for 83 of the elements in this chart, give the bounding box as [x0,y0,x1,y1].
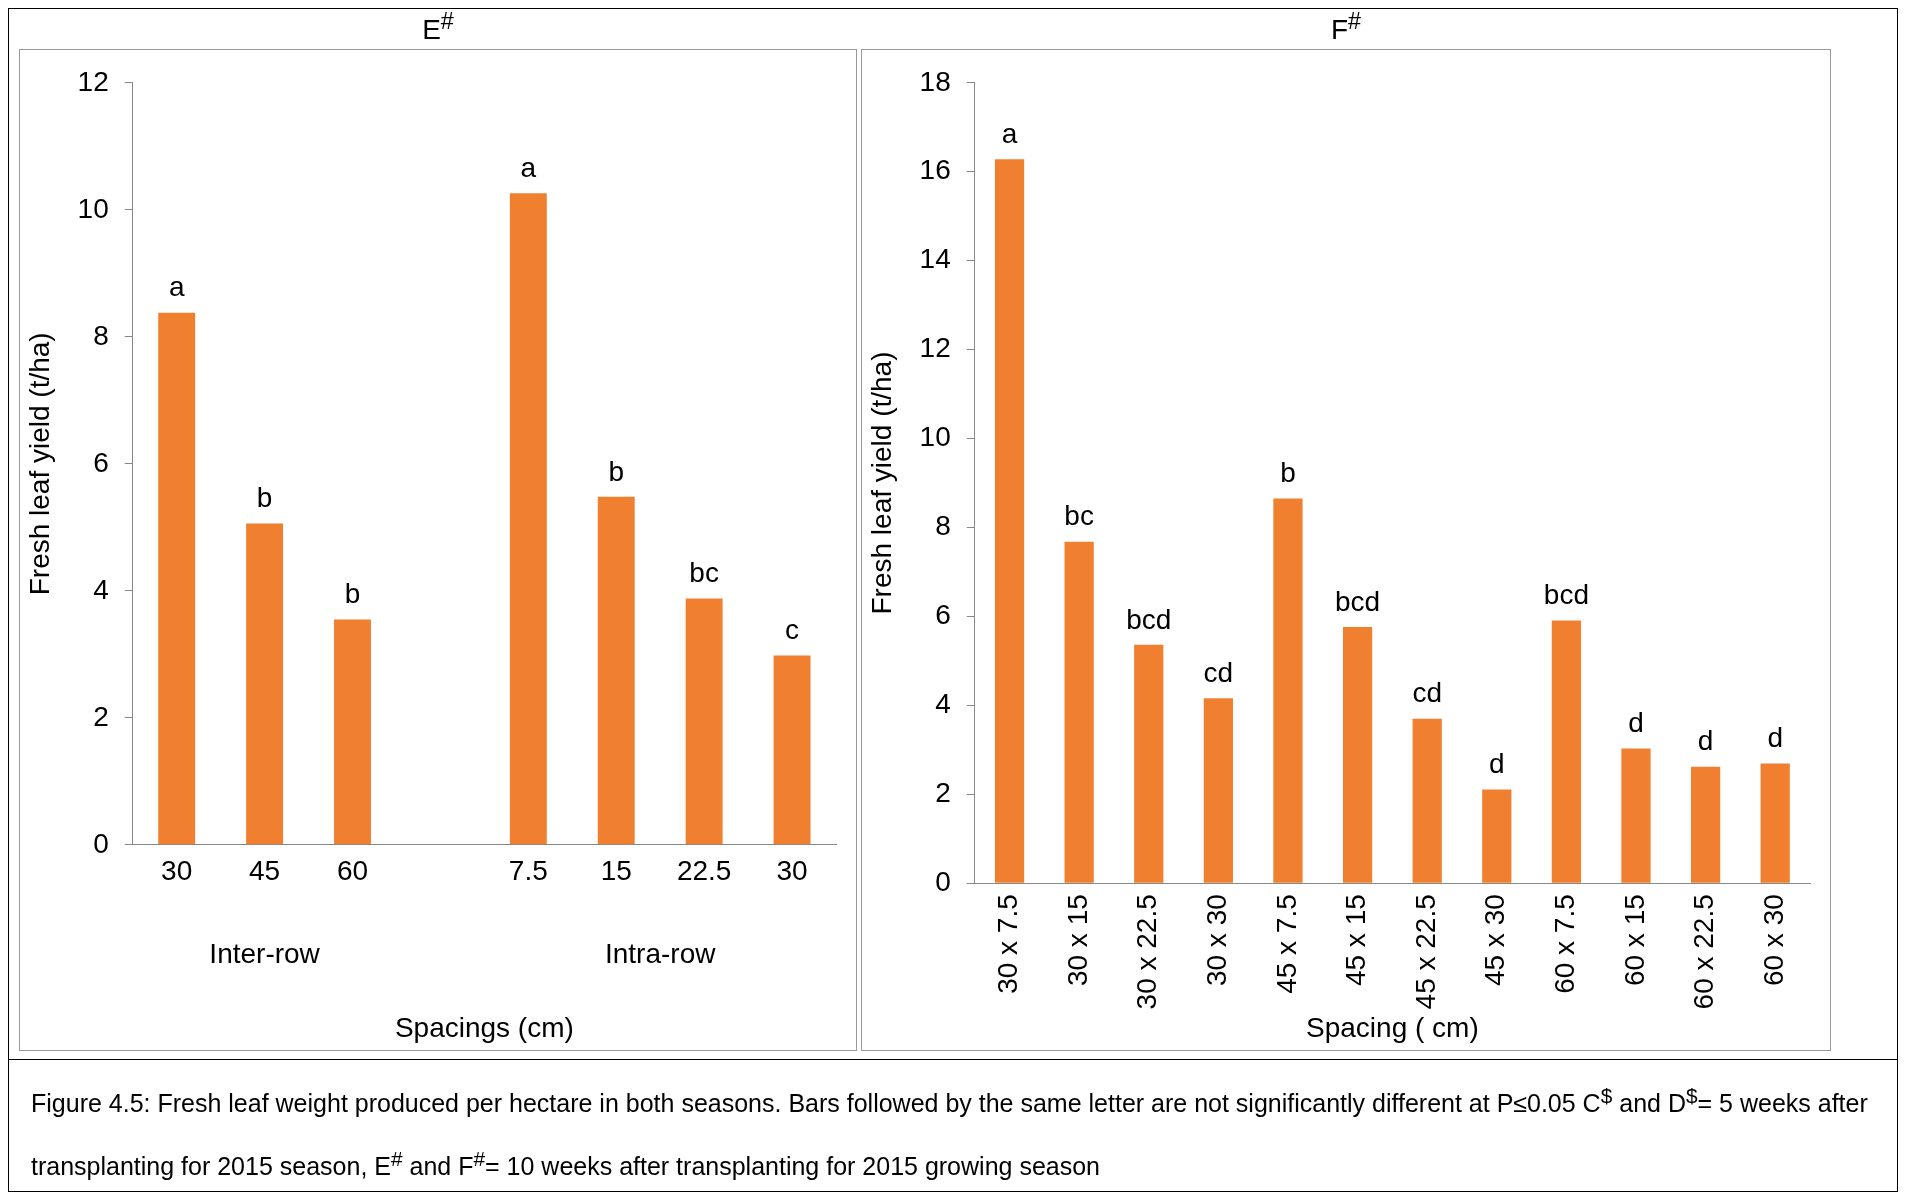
bar [1482,789,1512,883]
x-tick-label: 30 x 22.5 [1131,894,1163,1010]
x-axis-title: Spacing ( cm) [1306,1011,1479,1043]
y-axis-title: Fresh leaf yield (t/ha) [23,332,55,596]
y-tick-label: 10 [77,192,109,224]
bar [773,655,811,845]
x-tick-label: 60 x 22.5 [1688,894,1720,1010]
data-label: c [785,614,800,646]
bar [1621,748,1651,883]
x-tick-label: 60 x 7.5 [1549,894,1581,994]
y-tick-label: 0 [935,865,951,897]
data-label: d [1697,725,1714,757]
x-tick-label: 45 x 7.5 [1270,894,1302,994]
y-axis-title: Fresh leaf yield (t/ha) [865,351,897,615]
data-label: d [1628,707,1644,739]
y-tick-label: 2 [93,700,109,732]
data-label: bcd [1126,603,1172,635]
y-tick-label: 6 [93,446,109,478]
bar [1760,763,1790,883]
y-tick-label: 2 [935,776,951,808]
data-label: b [608,455,625,487]
bar [334,619,371,845]
text: Figure 4.5: Fresh leaf weight produced per hectare in both seasons. Bars followed by the same letter are not significantly different at P≤0.05 C$^{$}$ and D$^{$}$= 5 weeks after transplanting for 2015 season, E$^{#}$ and F$^{#}$= 10 weeks after transplanting for 2015 growing season [31,1084,1868,1181]
y-tick-label: 18 [919,65,951,97]
y-tick-label: 0 [93,827,109,859]
data-label: d [1767,722,1783,754]
bar [158,312,196,845]
bar [1273,498,1303,883]
x-tick-label: 30 x 7.5 [992,894,1024,994]
y-tick-label: 8 [93,319,109,351]
x-tick-label: 30 [161,855,193,887]
bar [685,598,723,845]
data-label: bc [1064,500,1094,532]
y-tick-label: 10 [919,421,951,453]
x-tick-label: 45 x 22.5 [1409,894,1441,1010]
y-tick-label: 8 [935,510,951,542]
x-tick-label: 15 [600,855,632,887]
x-tick-label: 45 x 15 [1340,894,1372,987]
y-tick-label: 16 [919,154,951,186]
x-tick-label: 60 [336,855,369,887]
x-axis-title: Spacings (cm) [394,1011,574,1043]
data-label: bcd [1543,579,1589,611]
chart-title: F$^{#}$ [1330,8,1362,48]
x-tick-label: 30 x 15 [1061,894,1093,987]
y-tick-label: 14 [919,243,951,275]
x-tick-label: 60 x 15 [1618,894,1650,987]
data-label: d [1488,748,1505,780]
x-tick-label: 30 [776,855,808,887]
data-label: cd [1412,677,1442,709]
text: Intra-row [604,937,717,969]
bar [1412,718,1442,883]
x-tick-label: 45 [249,855,281,887]
y-tick-label: 12 [919,332,951,364]
bar [1551,620,1581,883]
text: Inter-row [209,937,321,969]
x-tick-label: 45 x 30 [1479,894,1511,987]
data-label: b [1280,457,1296,489]
bar [509,193,547,845]
chart-title: E$^{#}$ [422,8,454,48]
data-label: bcd [1334,585,1381,617]
data-label: a [520,152,537,184]
bar [1134,644,1164,883]
bar [1064,541,1094,883]
x-tick-label: 30 x 30 [1201,894,1233,987]
bar [1342,627,1373,883]
x-tick-label: 60 x 30 [1757,894,1789,987]
data-label: b [344,578,361,610]
x-tick-label: 7.5 [508,855,548,887]
y-tick-label: 4 [93,573,109,605]
y-tick-label: 6 [935,599,951,631]
data-label: a [168,271,185,303]
data-label: a [1001,118,1018,149]
x-tick-label: 22.5 [676,855,732,887]
y-tick-label: 12 [77,65,109,97]
bar [1690,766,1721,883]
bar [246,523,284,845]
bar [994,159,1025,883]
data-label: b [256,482,273,514]
data-label: bc [689,557,719,589]
y-tick-label: 4 [935,688,951,720]
bar [1203,698,1233,883]
bar [597,496,635,845]
data-label: cd [1203,656,1234,688]
